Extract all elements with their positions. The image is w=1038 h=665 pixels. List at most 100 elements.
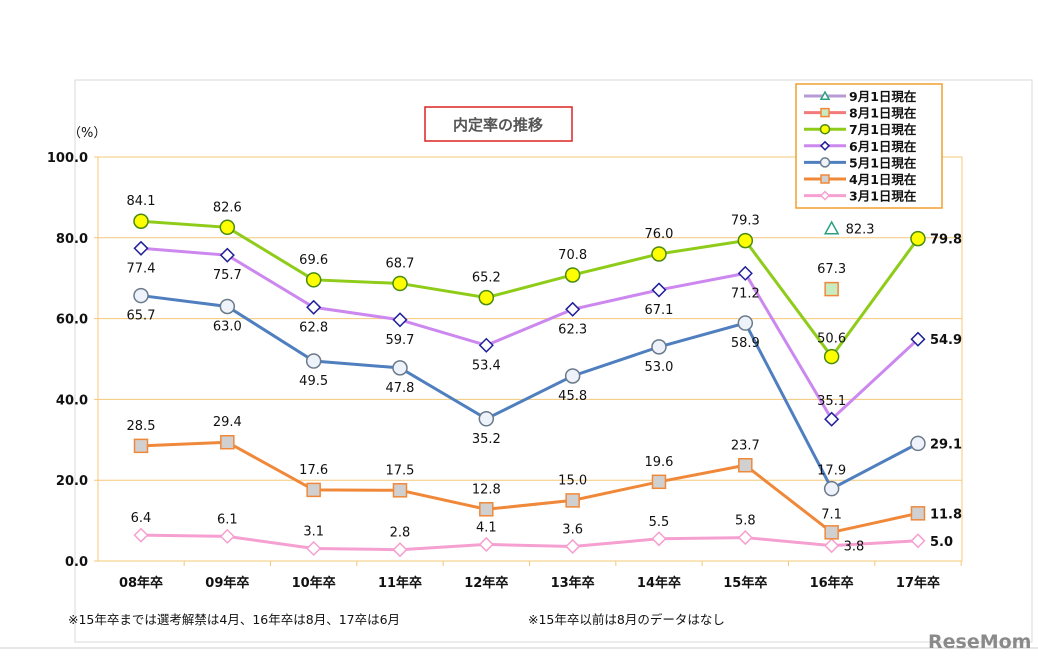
data-point-diamond bbox=[819, 140, 831, 151]
data-point-diamond bbox=[392, 312, 408, 328]
data-label: 69.6 bbox=[299, 253, 328, 268]
data-label: 67.3 bbox=[817, 262, 846, 277]
series-line bbox=[140, 533, 919, 552]
data-point-circle bbox=[564, 368, 581, 384]
data-point-diamond bbox=[824, 538, 840, 554]
data-label: 2.8 bbox=[390, 526, 411, 541]
data-label: 58.9 bbox=[731, 336, 760, 351]
legend-label: 3月1日現在 bbox=[849, 189, 916, 204]
watermark-logo: ReseMom bbox=[928, 631, 1031, 653]
data-label: 35.1 bbox=[817, 394, 846, 409]
legend-item: 9月1日現在 bbox=[804, 89, 916, 104]
data-point-diamond bbox=[565, 301, 581, 317]
data-point-diamond bbox=[478, 337, 494, 353]
data-point-circle bbox=[392, 360, 408, 376]
series-4月1日現在 bbox=[133, 434, 926, 540]
series-line bbox=[140, 246, 919, 422]
data-label: 53.0 bbox=[645, 360, 674, 375]
data-point-circle bbox=[651, 339, 667, 355]
data-point-circle bbox=[219, 298, 236, 315]
data-point-diamond bbox=[565, 538, 581, 555]
data-point-diamond bbox=[306, 540, 322, 557]
data-point-square bbox=[392, 483, 408, 498]
x-tick-label: 09年卒 bbox=[205, 575, 249, 591]
y-tick-label: 0.0 bbox=[65, 555, 88, 570]
legend-item: 3月1日現在 bbox=[804, 189, 916, 204]
data-point-diamond bbox=[133, 240, 149, 256]
data-point-square bbox=[820, 174, 830, 184]
data-label: 5.8 bbox=[735, 514, 756, 529]
legend-item: 8月1日現在 bbox=[804, 106, 916, 121]
data-point-diamond bbox=[737, 530, 753, 546]
x-tick-label: 13年卒 bbox=[551, 575, 595, 591]
data-point-square bbox=[565, 493, 580, 508]
data-point-circle bbox=[823, 480, 840, 497]
data-label: 7.1 bbox=[821, 507, 842, 522]
x-tick-label: 11年卒 bbox=[378, 575, 422, 591]
data-point-circle bbox=[910, 230, 926, 247]
chart-title: 内定率の推移 bbox=[453, 116, 543, 134]
data-label: 35.2 bbox=[472, 432, 501, 447]
data-point-diamond bbox=[392, 542, 408, 558]
data-point-diamond bbox=[133, 527, 149, 543]
series-3月1日現在 bbox=[133, 527, 926, 558]
data-label: 28.5 bbox=[127, 419, 156, 434]
data-label: 68.7 bbox=[386, 256, 415, 271]
data-label: 65.2 bbox=[472, 271, 501, 286]
data-point-triangle bbox=[819, 90, 831, 100]
data-label: 62.8 bbox=[299, 320, 328, 335]
data-point-diamond bbox=[819, 190, 831, 201]
data-point-diamond bbox=[219, 528, 235, 544]
data-label: 70.8 bbox=[558, 248, 587, 263]
series-8月1日現在 bbox=[824, 281, 839, 297]
data-label: 17.6 bbox=[299, 463, 328, 478]
data-point-square bbox=[910, 506, 926, 521]
legend-item: 5月1日現在 bbox=[804, 155, 916, 170]
data-point-circle bbox=[305, 272, 322, 288]
data-point-triangle bbox=[823, 220, 840, 235]
series-line bbox=[140, 294, 919, 491]
data-point-diamond bbox=[306, 299, 322, 315]
x-tick-label: 17年卒 bbox=[896, 575, 940, 591]
data-point-circle bbox=[737, 232, 754, 249]
data-point-circle bbox=[819, 123, 831, 135]
data-point-diamond bbox=[651, 282, 667, 298]
data-label: 3.8 bbox=[844, 540, 865, 555]
y-tick-label: 40.0 bbox=[56, 393, 88, 408]
data-label: 59.7 bbox=[386, 333, 415, 348]
legend-label: 8月1日現在 bbox=[849, 106, 916, 121]
data-point-square bbox=[133, 438, 149, 454]
data-point-square bbox=[306, 482, 321, 498]
data-point-circle bbox=[910, 435, 926, 452]
series-7月1日現在 bbox=[133, 213, 926, 365]
data-label: 50.6 bbox=[817, 332, 846, 347]
data-point-circle bbox=[219, 219, 236, 236]
series-line bbox=[140, 219, 920, 360]
data-label: 53.4 bbox=[472, 358, 501, 373]
footnote-2: ※15年卒以前は8月のデータはなし bbox=[528, 612, 725, 627]
data-label: 23.7 bbox=[731, 438, 760, 453]
data-label: 62.3 bbox=[558, 322, 587, 337]
data-label: 4.1 bbox=[476, 520, 497, 535]
x-tick-label: 15年卒 bbox=[723, 575, 767, 591]
data-label: 12.8 bbox=[472, 482, 501, 497]
data-label: 17.9 bbox=[817, 464, 846, 479]
data-point-circle bbox=[305, 353, 322, 369]
data-label: 63.0 bbox=[213, 319, 242, 334]
data-label: 75.7 bbox=[213, 268, 242, 283]
data-label: 71.2 bbox=[731, 286, 760, 301]
legend-label: 5月1日現在 bbox=[849, 155, 916, 170]
data-point-square bbox=[824, 281, 839, 297]
data-label: 65.7 bbox=[127, 309, 156, 324]
data-point-diamond bbox=[219, 247, 235, 263]
data-label: 76.0 bbox=[645, 227, 674, 242]
data-label: 29.1 bbox=[930, 437, 962, 452]
legend-item: 4月1日現在 bbox=[804, 172, 916, 187]
series-line bbox=[140, 440, 919, 534]
data-label: 45.8 bbox=[558, 389, 587, 404]
legend-label: 6月1日現在 bbox=[849, 139, 916, 154]
data-label: 82.6 bbox=[213, 200, 242, 215]
data-label: 82.3 bbox=[846, 223, 875, 238]
footnote-1: ※15年卒までは選考解禁は4月、16年卒は8月、17卒は6月 bbox=[68, 612, 400, 627]
